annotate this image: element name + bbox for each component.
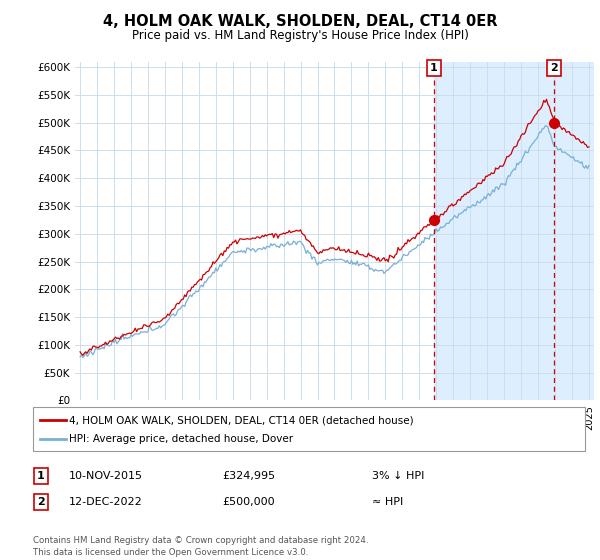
Text: £500,000: £500,000: [222, 497, 275, 507]
Text: 1: 1: [430, 63, 438, 73]
Text: 12-DEC-2022: 12-DEC-2022: [69, 497, 143, 507]
Text: 1: 1: [37, 471, 44, 481]
Text: ≈ HPI: ≈ HPI: [372, 497, 403, 507]
Text: Price paid vs. HM Land Registry's House Price Index (HPI): Price paid vs. HM Land Registry's House …: [131, 29, 469, 42]
Text: HPI: Average price, detached house, Dover: HPI: Average price, detached house, Dove…: [69, 433, 293, 444]
Text: 4, HOLM OAK WALK, SHOLDEN, DEAL, CT14 0ER: 4, HOLM OAK WALK, SHOLDEN, DEAL, CT14 0E…: [103, 14, 497, 29]
Text: 3% ↓ HPI: 3% ↓ HPI: [372, 471, 424, 481]
Text: 10-NOV-2015: 10-NOV-2015: [69, 471, 143, 481]
Text: £324,995: £324,995: [222, 471, 275, 481]
Text: 4, HOLM OAK WALK, SHOLDEN, DEAL, CT14 0ER (detached house): 4, HOLM OAK WALK, SHOLDEN, DEAL, CT14 0E…: [69, 415, 413, 425]
Bar: [434, 62, 594, 400]
Text: 2: 2: [37, 497, 44, 507]
Text: Contains HM Land Registry data © Crown copyright and database right 2024.
This d: Contains HM Land Registry data © Crown c…: [33, 536, 368, 557]
Text: 2: 2: [550, 63, 558, 73]
